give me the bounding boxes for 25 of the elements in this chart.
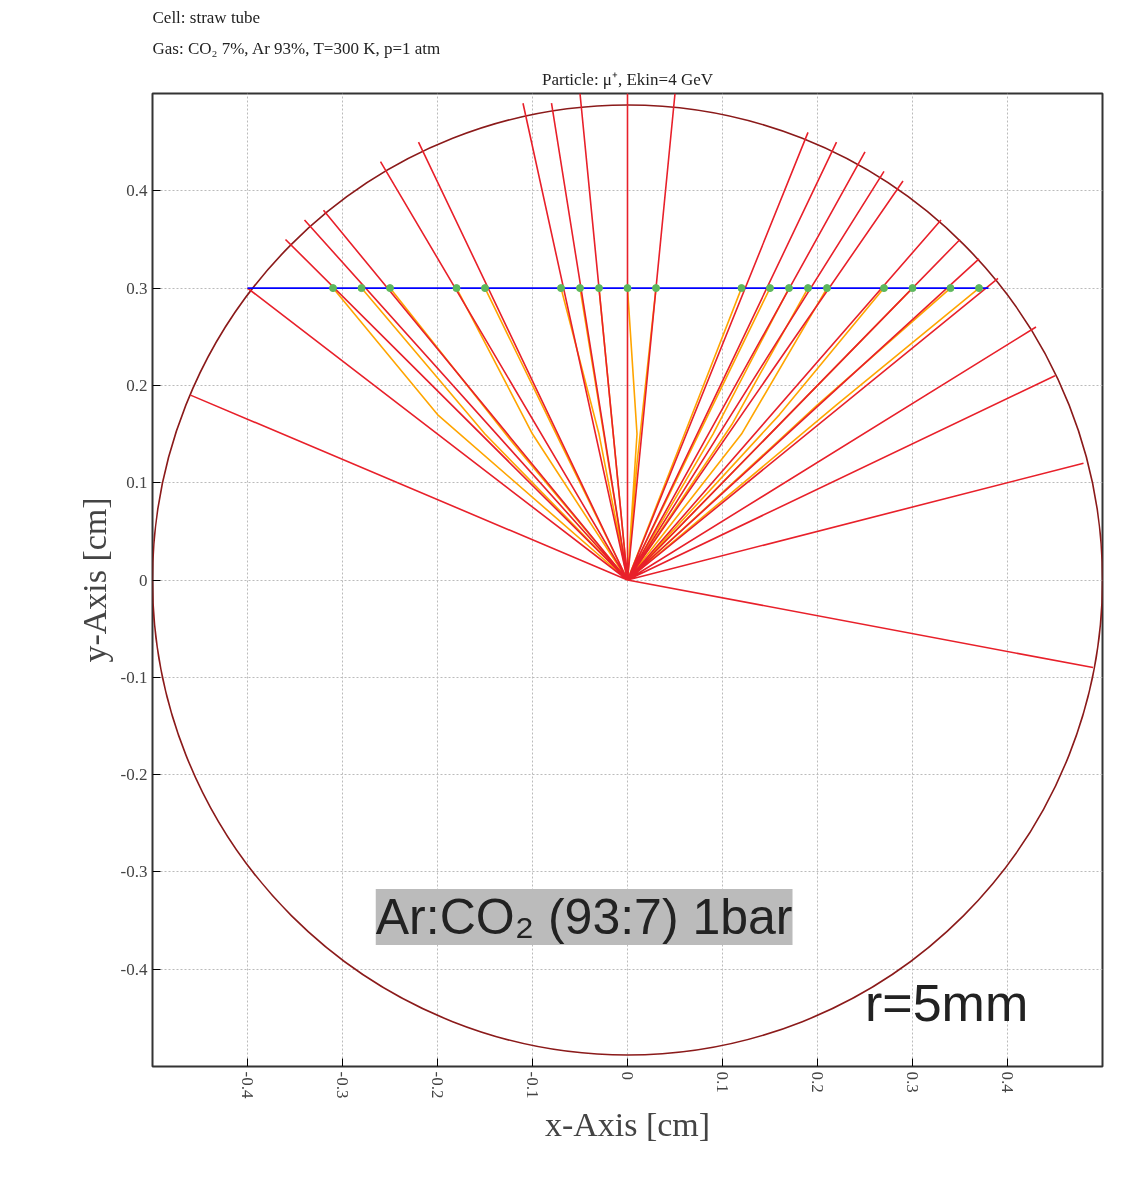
y-tick-label: -0.4: [120, 959, 148, 979]
x-tick-label: 0.3: [903, 1071, 922, 1093]
text: Gas: CO₂ 7%, Ar 93%, T=300 K, p=1 atm: [152, 38, 441, 58]
y-tick-label: 0.1: [126, 473, 148, 493]
x-tick-label: 0.4: [998, 1071, 1017, 1094]
x-tick-label: 0.1: [713, 1071, 732, 1093]
y-tick-label: -0.3: [120, 862, 148, 882]
y-tick-label: -0.1: [120, 667, 148, 687]
x-tick-label: -0.2: [428, 1071, 447, 1099]
x-tick-label: 0.2: [808, 1071, 827, 1093]
y-tick-label: 0.2: [126, 375, 148, 395]
x-tick-label: -0.3: [333, 1071, 352, 1099]
text: Particle: μ⁺, Ekin=4 GeV: [541, 69, 714, 89]
text: Cell: straw tube: [152, 7, 261, 27]
annotation: r=5mm: [865, 974, 1029, 1033]
x-tick-label: 0: [618, 1071, 637, 1080]
y-axis-title: y-Axis [cm]: [75, 497, 113, 663]
x-axis-title: x-Axis [cm]: [544, 1106, 711, 1144]
annotation: Ar:CO₂ (93:7) 1bar: [375, 888, 793, 945]
x-tick-label: -0.1: [523, 1071, 542, 1099]
y-tick-label: -0.2: [120, 765, 148, 785]
y-tick-label: 0.4: [126, 181, 148, 201]
x-tick-label: -0.4: [238, 1071, 257, 1099]
y-tick-label: 0.3: [126, 278, 148, 298]
y-tick-label: 0: [139, 570, 148, 590]
